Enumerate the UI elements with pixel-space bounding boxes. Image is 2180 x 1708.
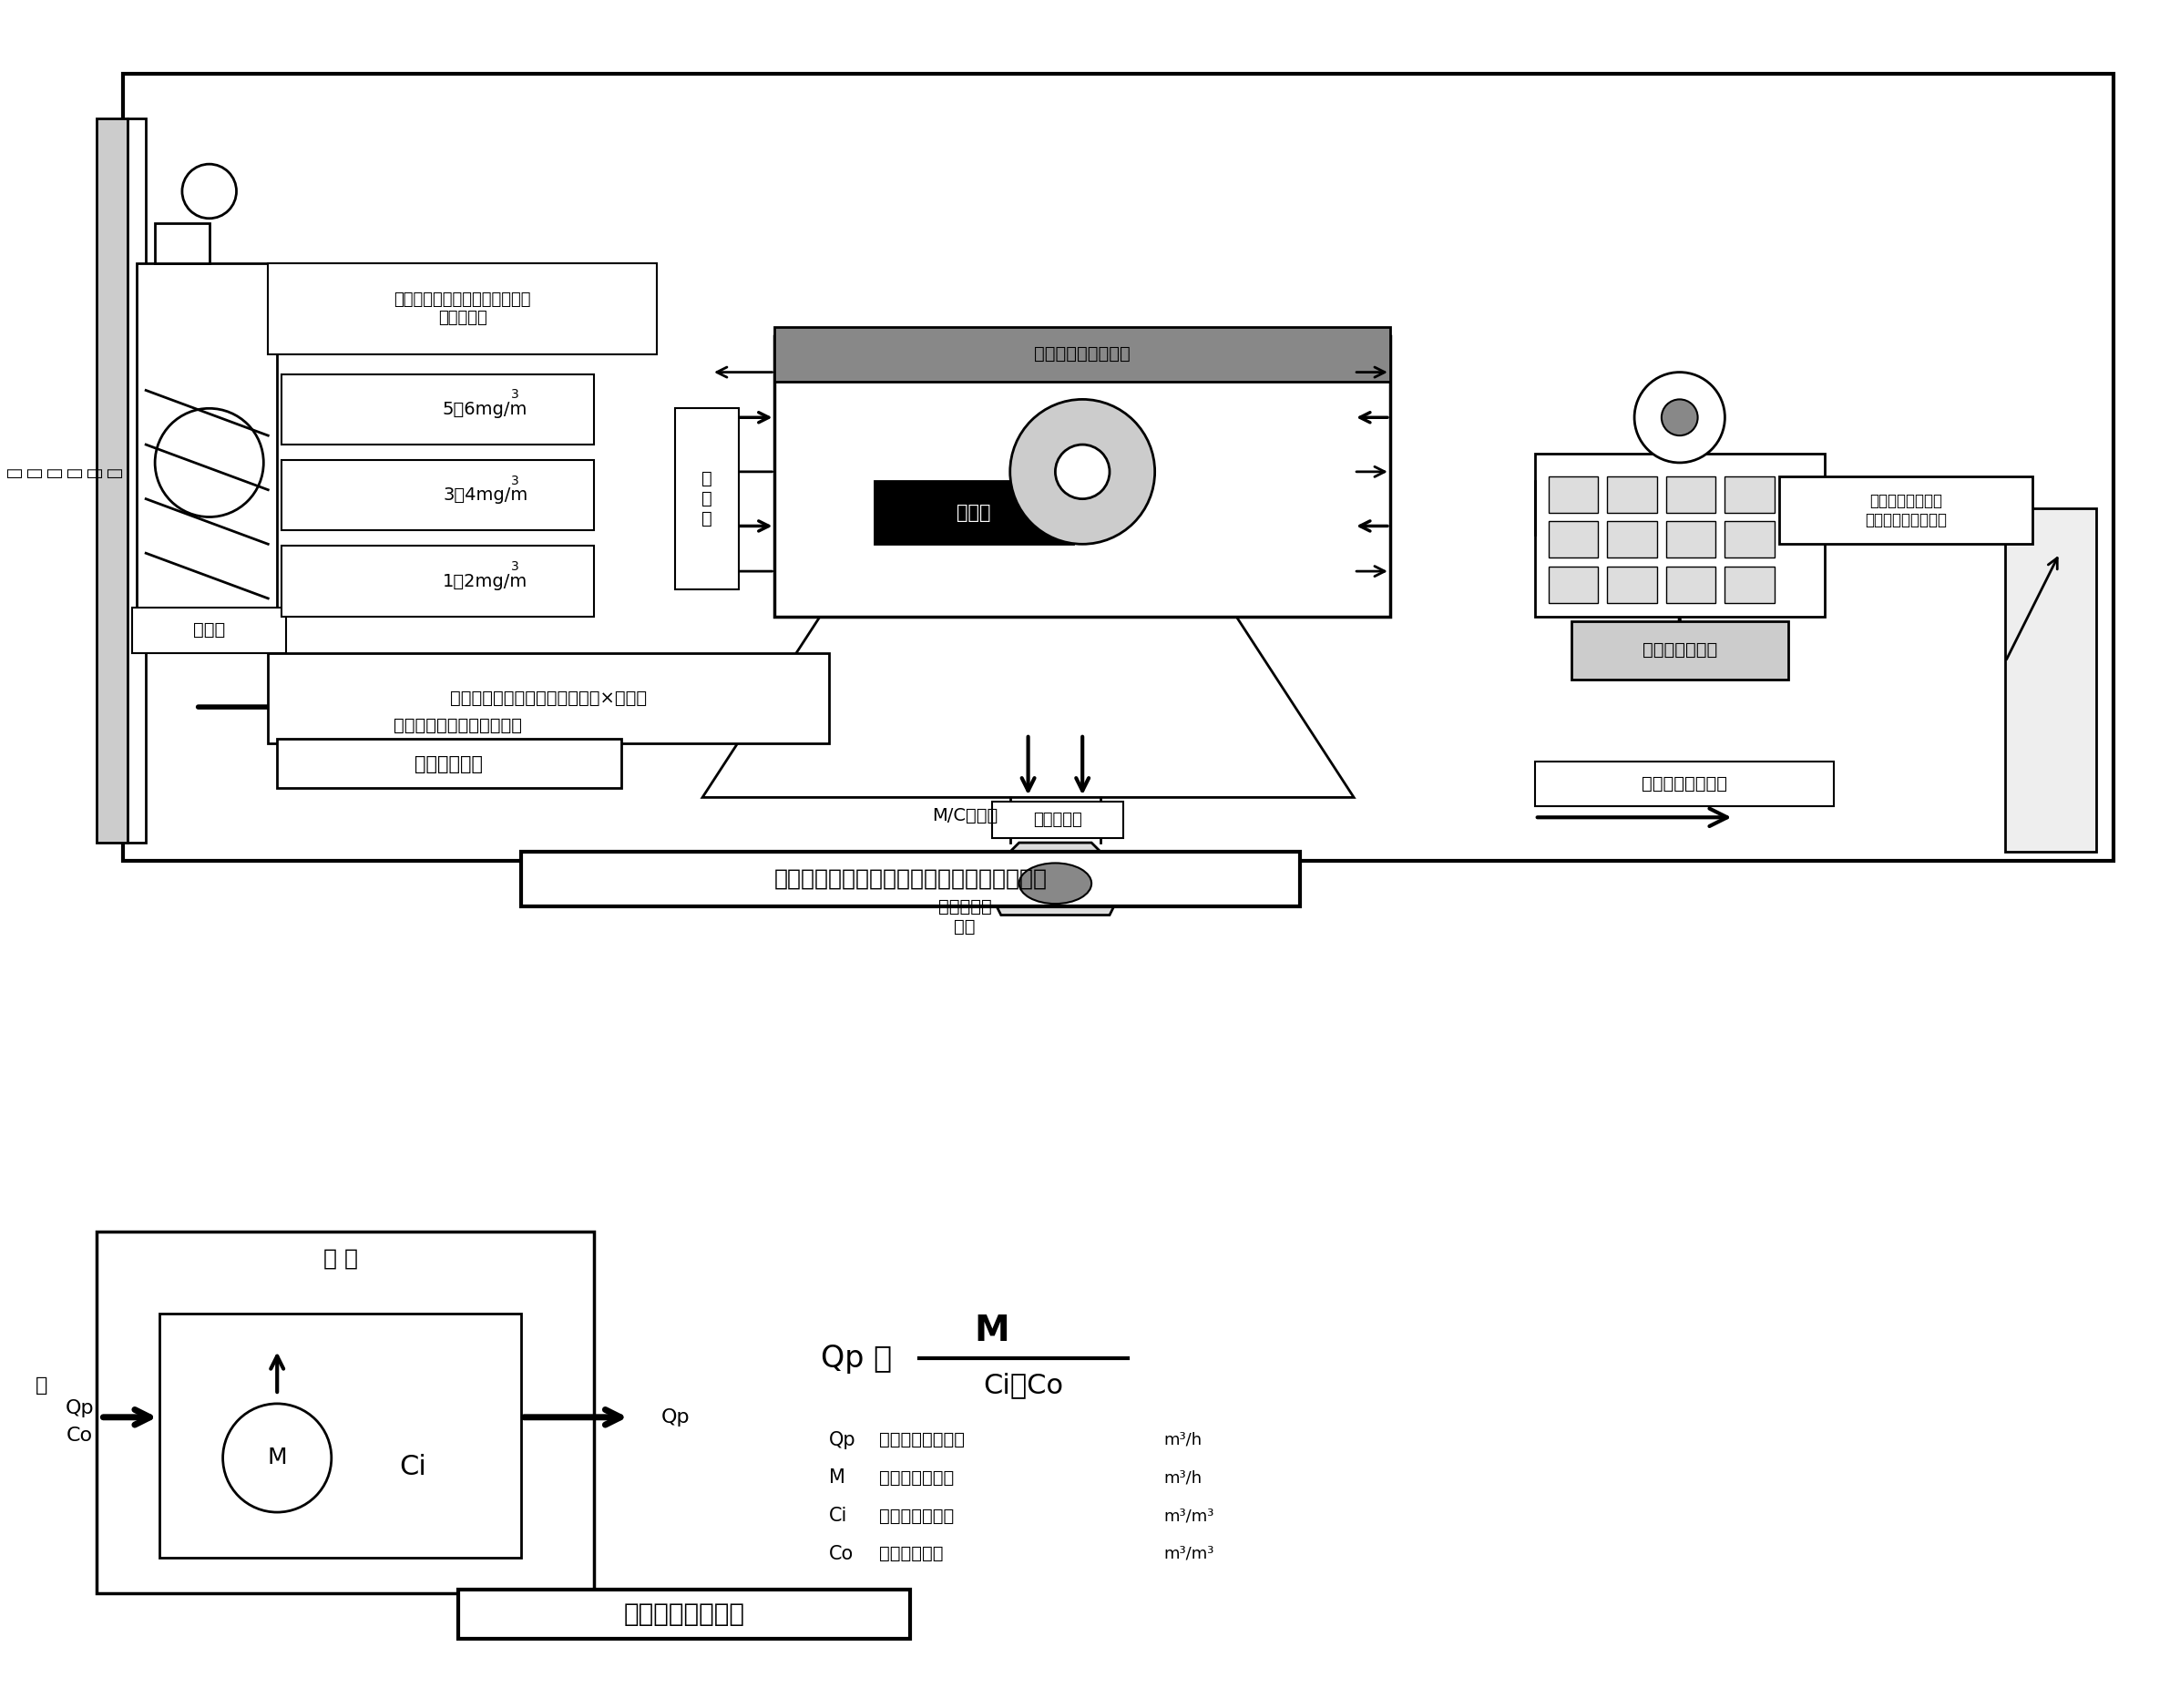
Text: 切削油冷却・活性化: 切削油冷却・活性化: [1033, 345, 1131, 362]
FancyBboxPatch shape: [1548, 567, 1598, 603]
Text: Ci: Ci: [399, 1454, 427, 1481]
Text: m³/m³: m³/m³: [1164, 1508, 1214, 1524]
Text: 拡散力：熱膨張力＋遠心力: 拡散力：熱膨張力＋遠心力: [395, 716, 523, 734]
FancyBboxPatch shape: [124, 73, 2115, 861]
FancyBboxPatch shape: [774, 326, 1391, 381]
Text: m³/h: m³/h: [1164, 1431, 1201, 1448]
FancyBboxPatch shape: [676, 408, 739, 589]
Text: 風量＝（拡散力＋周囲気圧差）×余裕率: 風量＝（拡散力＋周囲気圧差）×余裕率: [449, 690, 647, 707]
Circle shape: [183, 164, 235, 219]
Text: 換気回数３～４回: 換気回数３～４回: [1642, 775, 1727, 793]
FancyBboxPatch shape: [281, 374, 593, 444]
Text: 気
圧
差: 気 圧 差: [702, 470, 713, 528]
Circle shape: [155, 408, 264, 518]
Text: M/Cカバー: M/Cカバー: [931, 806, 998, 825]
Text: M: M: [974, 1313, 1009, 1349]
Text: Ci－Co: Ci－Co: [983, 1372, 1064, 1399]
FancyBboxPatch shape: [1535, 454, 1825, 617]
FancyBboxPatch shape: [96, 120, 129, 842]
FancyBboxPatch shape: [129, 120, 146, 842]
Text: 室 内: 室 内: [323, 1249, 358, 1269]
FancyBboxPatch shape: [2006, 507, 2095, 852]
Text: m³/h: m³/h: [1164, 1469, 1201, 1486]
FancyBboxPatch shape: [277, 738, 621, 789]
FancyBboxPatch shape: [1724, 521, 1775, 559]
FancyBboxPatch shape: [155, 224, 209, 263]
FancyBboxPatch shape: [133, 608, 286, 652]
Text: 重力により粒径の大きいものは
沈静させる: 重力により粒径の大きいものは 沈静させる: [395, 290, 532, 326]
FancyBboxPatch shape: [96, 1231, 593, 1594]
Text: 浮遊ミスト
捕集: 浮遊ミスト 捕集: [937, 898, 992, 936]
Text: 5～6mg/m: 5～6mg/m: [443, 401, 528, 418]
Text: 3: 3: [510, 560, 519, 574]
Circle shape: [1661, 400, 1698, 436]
Text: 拡散力: 拡散力: [957, 504, 992, 521]
Text: Qp: Qp: [661, 1407, 689, 1426]
FancyBboxPatch shape: [458, 1588, 911, 1640]
FancyBboxPatch shape: [1779, 477, 2032, 545]
FancyBboxPatch shape: [1607, 477, 1657, 512]
FancyBboxPatch shape: [1724, 567, 1775, 603]
FancyBboxPatch shape: [137, 263, 277, 608]
Text: ：外気の濃度: ：外気の濃度: [879, 1546, 944, 1563]
Text: 機械加工工場の換気：浄化システムの提案例: 機械加工工場の換気：浄化システムの提案例: [774, 868, 1046, 890]
Text: 3～4mg/m: 3～4mg/m: [443, 487, 528, 504]
FancyBboxPatch shape: [992, 803, 1123, 839]
Text: 外: 外: [35, 1377, 48, 1395]
Text: 空調機: 空調機: [194, 622, 225, 639]
FancyBboxPatch shape: [1607, 521, 1657, 559]
FancyBboxPatch shape: [159, 1313, 521, 1558]
Text: M: M: [268, 1447, 288, 1469]
FancyBboxPatch shape: [521, 852, 1299, 905]
FancyBboxPatch shape: [268, 652, 828, 743]
Text: ミストコレクター
（セラミックス型）: ミストコレクター （セラミックス型）: [1864, 494, 1947, 528]
Text: クリーンエアー: クリーンエアー: [1642, 640, 1718, 659]
Text: 1～2mg/m: 1～2mg/m: [443, 572, 528, 589]
FancyBboxPatch shape: [874, 480, 1073, 545]
Text: カバー内濃度: カバー内濃度: [414, 755, 484, 774]
Text: Qp ＝: Qp ＝: [822, 1344, 892, 1373]
Circle shape: [1635, 372, 1724, 463]
Polygon shape: [702, 617, 1354, 798]
Circle shape: [1055, 444, 1110, 499]
Text: Qp: Qp: [65, 1399, 94, 1418]
Text: ：汚染質発生量: ：汚染質発生量: [879, 1469, 955, 1486]
FancyBboxPatch shape: [1666, 521, 1716, 559]
FancyBboxPatch shape: [281, 547, 593, 617]
Text: 3: 3: [510, 475, 519, 487]
Text: 新
鮮
空
気
取
入: 新 鮮 空 気 取 入: [7, 466, 124, 477]
Text: Ci: Ci: [828, 1506, 848, 1525]
Polygon shape: [983, 842, 1127, 915]
Text: M: M: [828, 1469, 846, 1488]
FancyBboxPatch shape: [1572, 622, 1788, 680]
FancyBboxPatch shape: [1724, 477, 1775, 512]
FancyBboxPatch shape: [1607, 567, 1657, 603]
Text: ：設計基準濃度: ：設計基準濃度: [879, 1506, 955, 1525]
Text: Co: Co: [828, 1544, 855, 1563]
FancyBboxPatch shape: [1666, 567, 1716, 603]
Text: Co: Co: [68, 1426, 94, 1445]
Circle shape: [1009, 400, 1155, 545]
FancyBboxPatch shape: [774, 336, 1391, 617]
FancyBboxPatch shape: [268, 263, 656, 354]
FancyBboxPatch shape: [1666, 477, 1716, 512]
Text: 必要換気量の算定: 必要換気量の算定: [623, 1602, 746, 1628]
Text: m³/m³: m³/m³: [1164, 1546, 1214, 1563]
FancyBboxPatch shape: [1548, 477, 1598, 512]
Text: ：基本必要換気量: ：基本必要換気量: [879, 1431, 964, 1448]
Circle shape: [222, 1404, 331, 1512]
Text: Qp: Qp: [828, 1431, 857, 1448]
FancyBboxPatch shape: [281, 459, 593, 531]
FancyBboxPatch shape: [1535, 762, 1833, 806]
Ellipse shape: [1018, 863, 1092, 904]
FancyBboxPatch shape: [1548, 521, 1598, 559]
Text: 誘引ファン: 誘引ファン: [1033, 811, 1083, 828]
Text: 3: 3: [510, 388, 519, 401]
